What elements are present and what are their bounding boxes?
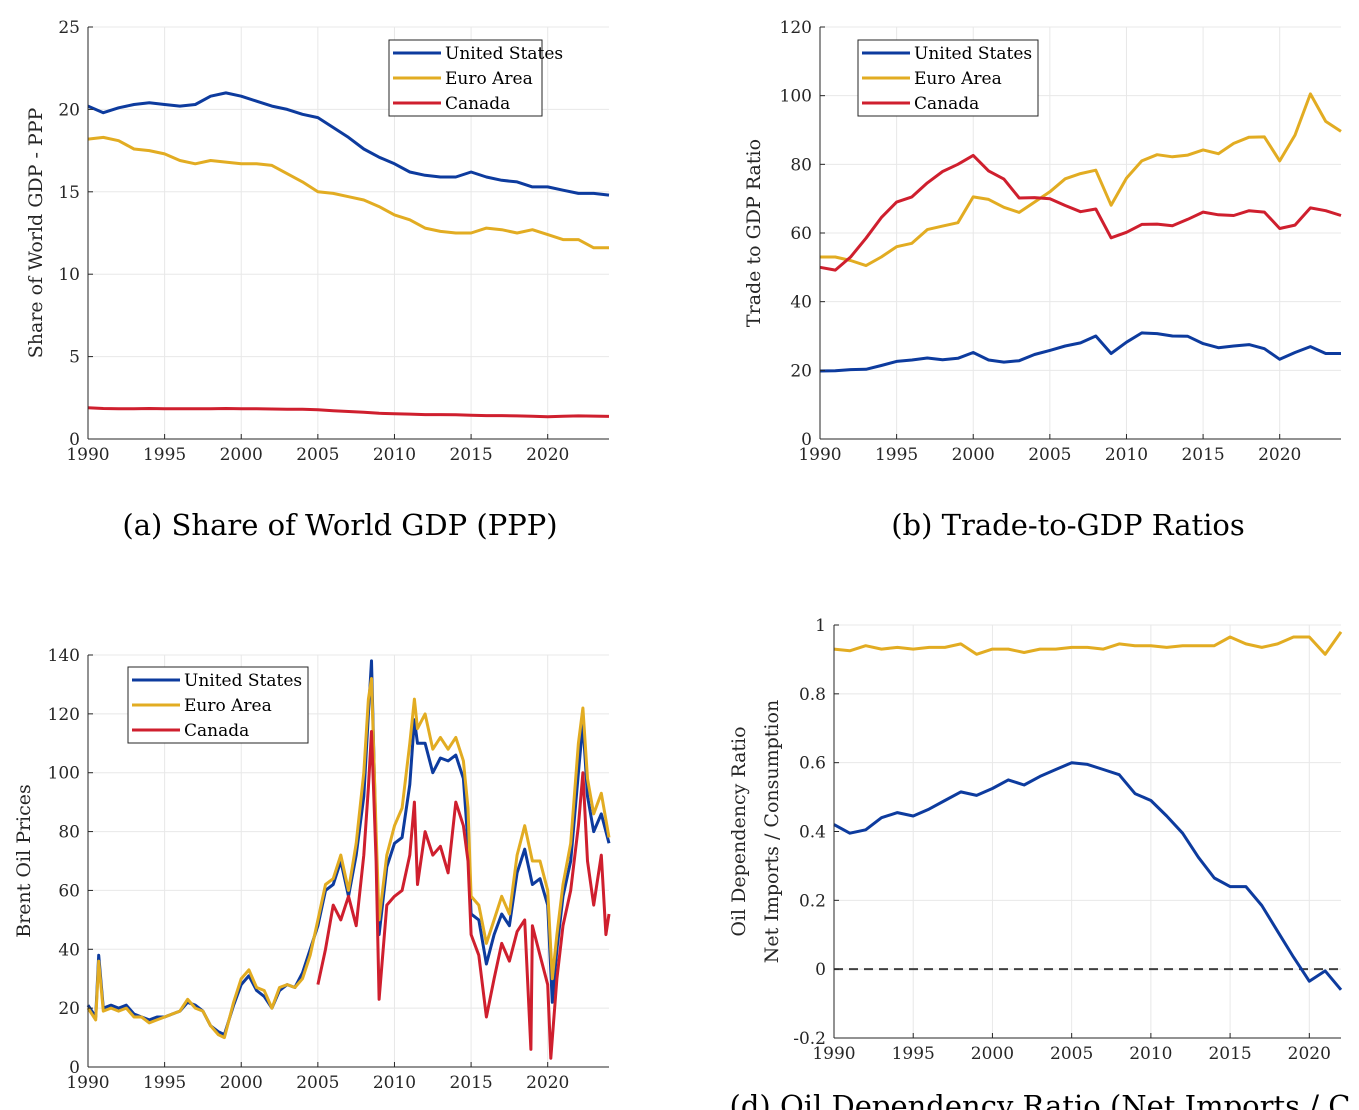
y-tick-label: 60 (58, 881, 80, 901)
x-tick-label: 2020 (1258, 445, 1301, 465)
y-tick-label: 0.4 (799, 823, 826, 843)
legend-entry: Canada (445, 94, 510, 114)
x-tick-label: 2005 (1028, 445, 1071, 465)
legend-entry: Canada (184, 721, 249, 741)
chart-caption: (a) Share of World GDP (PPP) (122, 508, 557, 542)
x-tick-label: 2000 (220, 1073, 263, 1093)
series-line-ea (87, 135, 609, 250)
chart-c: 1990 1995 2000 2005 2010 2015 2020 0 20 40 60 80 100… (13, 646, 611, 1093)
y-tick-label: 60 (790, 224, 812, 244)
y-tick-label: 20 (58, 100, 80, 120)
y-axis-label: Oil Dependency Ratio (728, 726, 750, 936)
x-tick-label: 1995 (875, 445, 918, 465)
y-tick-label: 0 (69, 1058, 80, 1078)
y-axis-label: Share of World GDP - PPP (25, 108, 47, 359)
x-tick-label: 2000 (971, 1044, 1014, 1064)
legend-entry: United States (445, 44, 563, 64)
y-axis-label: Net Imports / Consumption (761, 700, 783, 963)
x-tick-label: 2015 (449, 1073, 492, 1093)
series-line-us (87, 91, 610, 197)
series-line-ea (820, 92, 1342, 268)
y-tick-label: 0.6 (799, 754, 826, 774)
chart-a: 1990 1995 2000 2005 2010 2015 2020 0 5 10 15 20 25 Sh… (25, 18, 610, 542)
x-tick-label: 2010 (373, 1073, 416, 1093)
series-line-ca (87, 406, 610, 419)
legend-entry: Euro Area (184, 696, 272, 716)
chart-caption: (d) Oil Dependency Ratio (Net Imports / … (730, 1089, 1351, 1110)
legend: United States Euro Area Canada (857, 39, 1039, 117)
y-tick-label: 40 (790, 293, 812, 313)
x-tick-label: 1995 (143, 445, 186, 465)
series-line-ea (86, 677, 611, 1040)
y-tick-label: -0.2 (793, 1029, 826, 1049)
y-axis-label: Trade to GDP Ratio (743, 139, 765, 327)
y-tick-label: 140 (48, 646, 80, 666)
x-tick-label: 2010 (1105, 445, 1148, 465)
x-tick-label: 1990 (66, 445, 109, 465)
y-tick-label: 100 (48, 764, 80, 784)
y-tick-label: 0.8 (799, 685, 826, 705)
legend-entry: Euro Area (914, 69, 1002, 89)
x-tick-label: 1990 (66, 1073, 109, 1093)
y-tick-label: 120 (780, 18, 812, 38)
chart-caption: (b) Trade-to-GDP Ratios (891, 508, 1245, 542)
y-tick-label: 80 (58, 823, 80, 843)
y-tick-label: 120 (48, 705, 80, 725)
legend: United States Euro Area Canada (388, 39, 563, 117)
x-tick-label: 2015 (1181, 445, 1224, 465)
y-tick-label: 20 (58, 999, 80, 1019)
x-tick-label: 2015 (449, 445, 492, 465)
y-tick-label: 1 (815, 616, 826, 636)
legend-entry: United States (914, 44, 1032, 64)
x-tick-label: 2015 (1208, 1044, 1251, 1064)
x-tick-label: 2005 (1050, 1044, 1093, 1064)
series-line-ea (833, 631, 1343, 656)
y-tick-label: 40 (58, 940, 80, 960)
x-tick-label: 2010 (1129, 1044, 1172, 1064)
x-tick-label: 2020 (1288, 1044, 1331, 1064)
series-line-ca (316, 730, 611, 1060)
y-tick-label: 0.2 (799, 891, 826, 911)
y-tick-label: 0 (815, 960, 826, 980)
x-tick-label: 2005 (296, 1073, 339, 1093)
y-tick-label: 15 (58, 183, 80, 203)
chart-b: 1990 1995 2000 2005 2010 2015 2020 0 20 40 60 80 100… (743, 18, 1342, 542)
y-tick-label: 80 (790, 155, 812, 175)
legend: United States Euro Area Canada (127, 666, 309, 744)
x-tick-label: 2020 (526, 1073, 569, 1093)
series-line-us (833, 761, 1343, 991)
x-tick-label: 1995 (892, 1044, 935, 1064)
legend-entry: Euro Area (445, 69, 533, 89)
y-tick-label: 5 (69, 348, 80, 368)
y-tick-label: 25 (58, 18, 80, 38)
x-tick-label: 2020 (526, 445, 569, 465)
chart-d: 1990 1995 2000 2005 2010 2015 2020 -0.2 0 0.2 0.4 0… (728, 616, 1350, 1110)
x-tick-label: 2000 (952, 445, 995, 465)
x-tick-label: 2000 (220, 445, 263, 465)
x-tick-label: 1990 (798, 445, 841, 465)
y-tick-label: 10 (58, 265, 80, 285)
y-tick-label: 0 (801, 430, 812, 450)
y-axis-label: Brent Oil Prices (13, 784, 35, 938)
x-tick-label: 1990 (812, 1044, 855, 1064)
x-tick-label: 1995 (143, 1073, 186, 1093)
series-line-ca (819, 153, 1342, 272)
x-tick-label: 2010 (373, 445, 416, 465)
y-tick-label: 0 (69, 430, 80, 450)
legend-entry: Canada (914, 94, 979, 114)
legend-entry: United States (184, 671, 302, 691)
series-line-us (819, 331, 1341, 373)
x-tick-label: 2005 (296, 445, 339, 465)
y-tick-label: 20 (790, 361, 812, 381)
y-tick-label: 100 (780, 87, 812, 107)
